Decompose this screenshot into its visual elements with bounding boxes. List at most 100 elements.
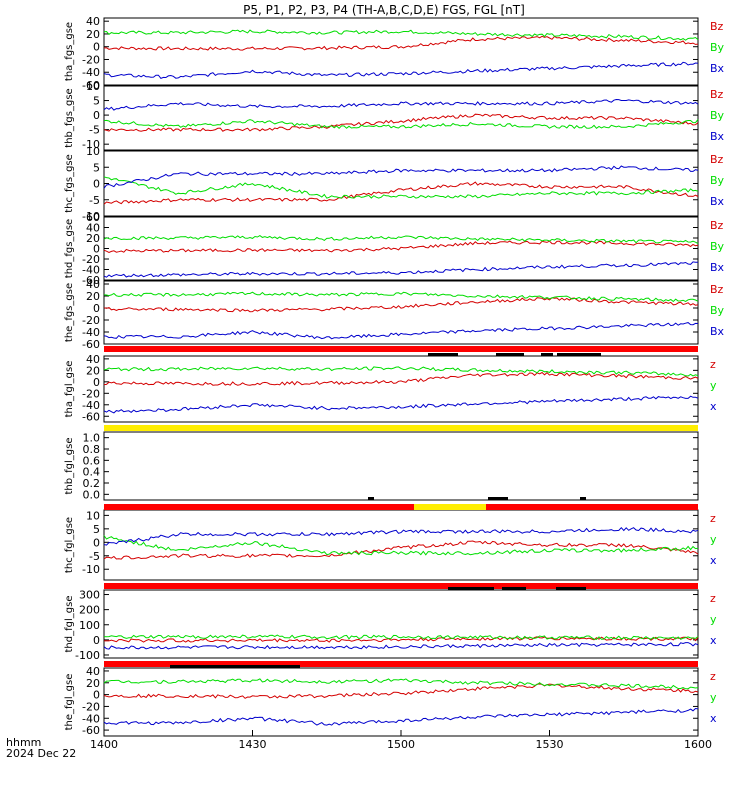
panel-frame [103,589,699,659]
series-line-Bz [103,113,699,132]
y-tick-label: -20 [82,314,100,327]
panel-ylabel: thb_fgl_gse [64,438,75,495]
legend-x: x [710,400,717,413]
y-tick-label: 10 [86,80,100,93]
series-line-Bz [103,35,699,51]
legend-x: x [710,554,717,567]
y-tick-label: 40 [86,278,100,291]
series-line-Bx [103,61,699,80]
legend-y: y [710,379,717,392]
burst-marker [556,587,586,590]
mode-bar-yellow [104,425,698,431]
y-tick-label: -40 [82,66,100,79]
legend-x: x [710,634,717,647]
series-line-y [103,678,699,690]
y-tick-label: -10 [82,138,100,151]
series-line-x [103,642,699,650]
series-line-x [103,395,699,414]
legend-Bx: Bx [710,130,725,143]
burst-marker [502,587,526,590]
panel-thb_fgl_gse: thb_fgl_gse 1.00.80.60.40.20.0 [64,431,699,501]
series-line-Bx [103,261,698,278]
legend-Bz: Bz [710,88,724,101]
y-tick-label: 10 [86,509,100,522]
y-tick-label: -60 [82,410,100,423]
panel-ylabel: the_fgl_gse [64,674,75,731]
legend-Bx: Bx [710,261,725,274]
x-tick-label: 1600 [684,738,712,751]
y-tick-label: -20 [82,387,100,400]
y-tick-label: 40 [86,222,100,235]
y-tick-label: -5 [89,194,100,207]
panel-frame [103,85,699,151]
x-tick-label: 1530 [536,738,564,751]
footer-date: 2024 Dec 22 [6,747,76,760]
panel-thb_fgs_gse: thb_fgs_gse 10 50 -5-10 Bz By Bx [64,80,725,151]
y-tick-label: -40 [82,399,100,412]
panel-ylabel: thb_fgs_gse [64,88,75,147]
mode-bars-group [104,346,698,668]
burst-marker [428,353,458,356]
y-tick-label: 0 [93,376,100,389]
panel-ylabel: tha_fgl_gse [64,361,75,418]
y-tick-label: -5 [89,550,100,563]
y-tick-label: 0 [93,178,100,191]
panel-frame [103,667,699,737]
series-line-By [103,176,699,199]
y-tick-label: -20 [82,253,100,266]
series-line-Bx [103,98,699,111]
y-tick-label: 0 [93,689,100,702]
legend-By: By [710,109,725,122]
series-line-Bx [103,165,699,189]
chart-title: P5, P1, P2, P3, P4 (TH-A,B,C,D,E) FGS, F… [243,3,525,17]
series-line-Bz [103,240,699,253]
y-tick-label: 0 [93,302,100,315]
burst-marker [557,353,601,356]
burst-marker [488,497,508,500]
legend-By: By [710,174,725,187]
legend-Bz: Bz [710,283,724,296]
burst-marker [496,353,524,356]
series-line-By [103,235,699,244]
series-line-By [103,119,699,130]
y-tick-label: 20 [86,28,100,41]
y-tick-label: 20 [86,677,100,690]
burst-marker [448,587,494,590]
panel-ylabel: thc_fgs_gse [64,154,75,213]
y-tick-label: -60 [82,79,100,92]
y-tick-label: -20 [82,700,100,713]
series-line-z [103,371,699,386]
panel-ylabel: thc_fgl_gse [64,517,75,573]
y-tick-label: -60 [82,724,100,737]
panel-thc_fgs_gse: thc_fgs_gse 10 5 0 -5 -10 Bz By Bx [64,145,725,223]
series-line-y [103,366,699,377]
y-tick-label: 0 [93,536,100,549]
panel-frame [103,355,699,423]
legend-By: By [710,240,725,253]
legend-x: x [710,712,717,725]
x-tick-label: 1500 [387,738,415,751]
legend-Bz: Bz [710,219,724,232]
panel-ylabel: thd_fgl_gse [64,596,75,653]
legend-y: y [710,613,717,626]
panel-ylabel: the_fgs_gse [64,283,75,342]
y-tick-label: 0.4 [83,466,101,479]
series-line-Bz [103,297,699,313]
series-line-Bz [103,181,699,205]
y-tick-label: -100 [75,649,100,662]
y-tick-label: 5 [93,95,100,108]
footer-hhmm: hhmm [6,736,41,749]
y-tick-label: -40 [82,326,100,339]
mode-bar-red [104,346,698,352]
series-line-Bx [103,322,699,340]
panel-frame [103,280,699,345]
y-tick-label: 5 [93,161,100,174]
y-tick-label: 20 [86,232,100,245]
y-tick-label: 0 [93,109,100,122]
mode-bar-red [104,583,698,589]
panel-frame [103,150,699,217]
y-tick-label: 0 [93,41,100,54]
legend-z: z [710,512,716,525]
y-tick-label: -10 [82,563,100,576]
